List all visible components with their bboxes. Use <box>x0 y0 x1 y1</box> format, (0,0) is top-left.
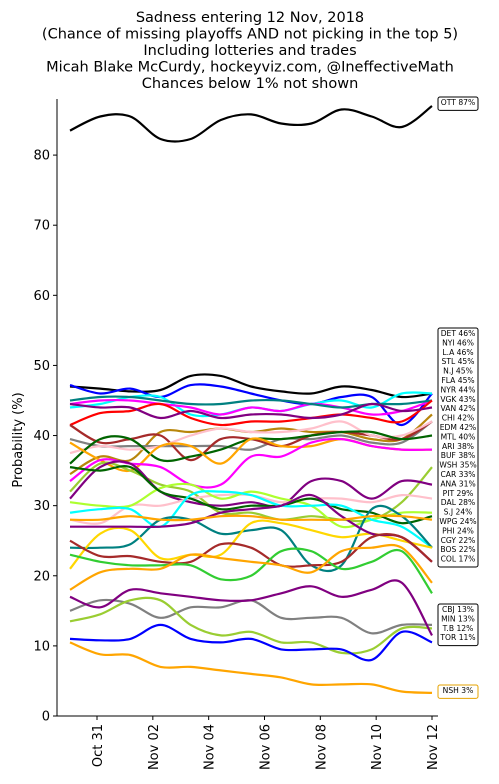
x-tick-label: Nov 08 <box>314 724 329 770</box>
x-tick-label: Nov 12 <box>426 724 441 770</box>
x-tick-label: Nov 10 <box>370 724 385 770</box>
y-tick-label: 0 <box>42 710 50 725</box>
x-tick-label: Nov 06 <box>259 724 274 770</box>
axes: 0 10 20 30 40 50 60 70 80 Oct 31 Nov 02 Nov 04 Nov 0… <box>33 99 441 770</box>
x-tick-label: Nov 02 <box>147 724 162 770</box>
legend-entry: COL 17% <box>441 555 476 564</box>
series-line-min <box>69 596 433 655</box>
y-tick-label: 10 <box>33 639 50 654</box>
series-line-ora2 <box>69 514 433 522</box>
plot-lines <box>69 105 433 694</box>
legend-entry: VGK 43% <box>440 395 475 404</box>
legend-entry: ARI 38% <box>442 442 474 451</box>
legend-entry: L.A 46% <box>442 348 473 357</box>
legend-entry: PIT 29% <box>443 489 474 498</box>
series-line-yel <box>69 543 433 591</box>
y-tick-label: 40 <box>33 429 50 444</box>
series-line-fla <box>69 399 433 427</box>
legend-box <box>437 603 479 647</box>
legend-entry: NYI 46% <box>442 338 474 347</box>
series-line-van <box>69 420 433 451</box>
legend-entry: CHI 42% <box>442 414 475 423</box>
legend-entry: DAL 28% <box>441 498 475 507</box>
legend-entry: TOR 11% <box>439 633 475 642</box>
legend-entry: ANA 31% <box>440 479 475 488</box>
y-tick-label: 50 <box>33 359 50 374</box>
legend-entry: BUF 38% <box>441 451 475 460</box>
series-line-nyi <box>69 383 433 427</box>
legend-entry: NYR 44% <box>441 385 476 394</box>
series-line-tor <box>69 623 433 662</box>
legend-entry: CAR 33% <box>440 470 475 479</box>
series-line-det <box>69 373 433 399</box>
legend-entry: DET 46% <box>441 329 476 338</box>
legend-entry: MTL 40% <box>441 432 476 441</box>
series-line-col <box>69 547 433 594</box>
legend-entry: OTT 87% <box>441 98 475 107</box>
series-line-t.b <box>69 579 433 636</box>
legend-entry: S.J 24% <box>444 508 473 517</box>
series-line-stl <box>69 398 433 416</box>
legend-entry: CGY 22% <box>441 536 476 545</box>
series-line-cgy <box>70 493 433 563</box>
series-line-dal <box>69 465 433 525</box>
y-axis-label: Probability (%) <box>11 392 26 487</box>
title-line: Micah Blake McCurdy, hockeyviz.com, @Ine… <box>46 60 454 76</box>
legend-boxes: OTT 87% DET 46%NYI 46%L.A 46%STL 45%N.J 4… <box>437 96 479 699</box>
legend-box <box>437 327 479 568</box>
legend-entry: PHI 24% <box>442 526 474 535</box>
y-tick-label: 60 <box>33 289 50 304</box>
legend-entry: NSH 3% <box>443 686 474 695</box>
y-tick-label: 70 <box>33 219 50 234</box>
series-line-nsh <box>69 641 433 694</box>
chart-title: Sadness entering 12 Nov, 2018(Chance of … <box>42 10 458 92</box>
legend-entry: EDM 42% <box>440 423 477 432</box>
x-tick-label: Oct 31 <box>91 724 106 767</box>
legend-entry: STL 45% <box>442 357 475 366</box>
legend-entry: WPG 24% <box>439 517 476 526</box>
y-tick-label: 30 <box>33 499 50 514</box>
y-tick-label: 80 <box>33 149 50 164</box>
title-line: (Chance of missing playoffs AND not pick… <box>42 27 458 43</box>
legend-entry: FLA 45% <box>441 376 474 385</box>
series-line-car <box>69 460 433 508</box>
legend-box <box>437 684 479 699</box>
legend-entry: WSH 35% <box>439 461 476 470</box>
title-line: Chances below 1% not shown <box>142 76 359 92</box>
x-tick-label: Nov 04 <box>203 724 218 770</box>
series-line-bos <box>69 533 433 568</box>
legend-box <box>437 96 479 111</box>
y-tick-label: 20 <box>33 569 50 584</box>
title-line: Including lotteries and trades <box>143 43 356 59</box>
legend-entry: MIN 13% <box>441 614 475 623</box>
series-line-wpg <box>69 504 433 573</box>
legend-entry: BOS 22% <box>440 545 475 554</box>
series-line-cbj <box>69 598 433 635</box>
legend-entry: CBJ 13% <box>442 605 474 614</box>
title-line: Sadness entering 12 Nov, 2018 <box>136 10 364 26</box>
legend-entry: T.B 12% <box>442 624 474 633</box>
series-line-nyr <box>69 402 433 420</box>
series-line-ott <box>69 105 433 143</box>
legend-entry: N.J 45% <box>443 367 473 376</box>
series-line-edm <box>69 420 433 455</box>
legend-entry: VAN 42% <box>441 404 476 413</box>
series-line-s.j <box>69 490 433 549</box>
